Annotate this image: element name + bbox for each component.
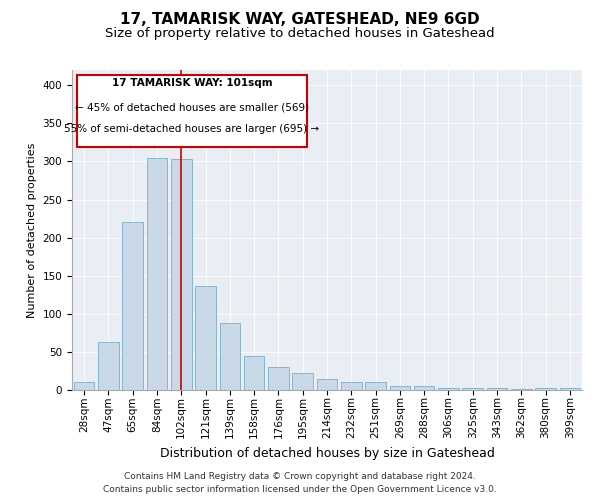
Bar (292, 373, 313, 390)
Text: Contains HM Land Registry data © Crown copyright and database right 2024.: Contains HM Land Registry data © Crown c… (124, 472, 476, 481)
Bar (195, 286, 216, 390)
Bar (560, 388, 580, 390)
Bar (389, 386, 410, 390)
Bar (317, 380, 337, 390)
Bar (268, 367, 289, 390)
X-axis label: Distribution of detached houses by size in Gateshead: Distribution of detached houses by size … (160, 446, 494, 460)
Text: Size of property relative to detached houses in Gateshead: Size of property relative to detached ho… (105, 28, 495, 40)
Text: ← 45% of detached houses are smaller (569): ← 45% of detached houses are smaller (56… (75, 102, 309, 112)
Bar (171, 159, 191, 390)
Y-axis label: Number of detached properties: Number of detached properties (27, 142, 37, 318)
Bar (74, 382, 94, 390)
Bar (146, 158, 167, 390)
Bar (414, 386, 434, 390)
Text: Contains public sector information licensed under the Open Government Licence v3: Contains public sector information licen… (103, 485, 497, 494)
FancyBboxPatch shape (77, 75, 307, 147)
Text: 55% of semi-detached houses are larger (695) →: 55% of semi-detached houses are larger (… (64, 124, 319, 134)
Text: 17, TAMARISK WAY, GATESHEAD, NE9 6GD: 17, TAMARISK WAY, GATESHEAD, NE9 6GD (120, 12, 480, 28)
Bar (535, 388, 556, 390)
Text: 17 TAMARISK WAY: 101sqm: 17 TAMARISK WAY: 101sqm (112, 78, 272, 88)
Bar (511, 389, 532, 390)
Bar (463, 388, 483, 390)
Bar (438, 388, 459, 390)
Bar (487, 388, 508, 390)
Bar (220, 323, 240, 390)
Bar (98, 342, 119, 390)
Bar (244, 356, 265, 390)
Bar (341, 382, 362, 390)
Bar (122, 222, 143, 390)
Bar (365, 382, 386, 390)
